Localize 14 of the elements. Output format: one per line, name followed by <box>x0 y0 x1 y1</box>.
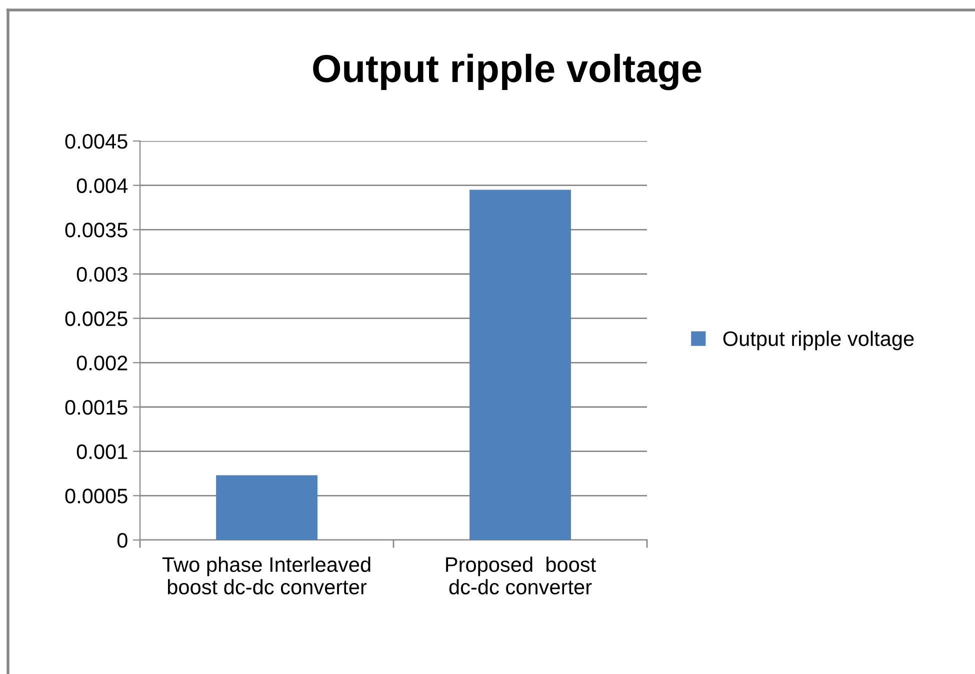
x-tick-label: Two phase Interleaved boost dc-dc converter <box>162 556 370 594</box>
y-tick-label: 0.002 <box>76 356 128 370</box>
y-tick-label: 0.001 <box>76 444 128 460</box>
y-tick-label: 0.0045 <box>65 134 128 149</box>
y-tick-label: 0.004 <box>76 178 128 194</box>
y-tick-label: 0.003 <box>76 267 128 282</box>
y-tick-label: 0 <box>117 533 128 548</box>
y-tick-label: 0.0005 <box>65 488 128 504</box>
legend-label: Output ripple voltage <box>723 330 914 350</box>
chart-title: Output ripple voltage <box>313 54 702 90</box>
y-tick-label: 0.0025 <box>65 311 128 326</box>
x-tick-label: Proposed boost dc-dc converter <box>446 556 596 594</box>
y-tick-label: 0.0015 <box>65 400 128 415</box>
y-tick-label: 0.0035 <box>65 222 128 238</box>
